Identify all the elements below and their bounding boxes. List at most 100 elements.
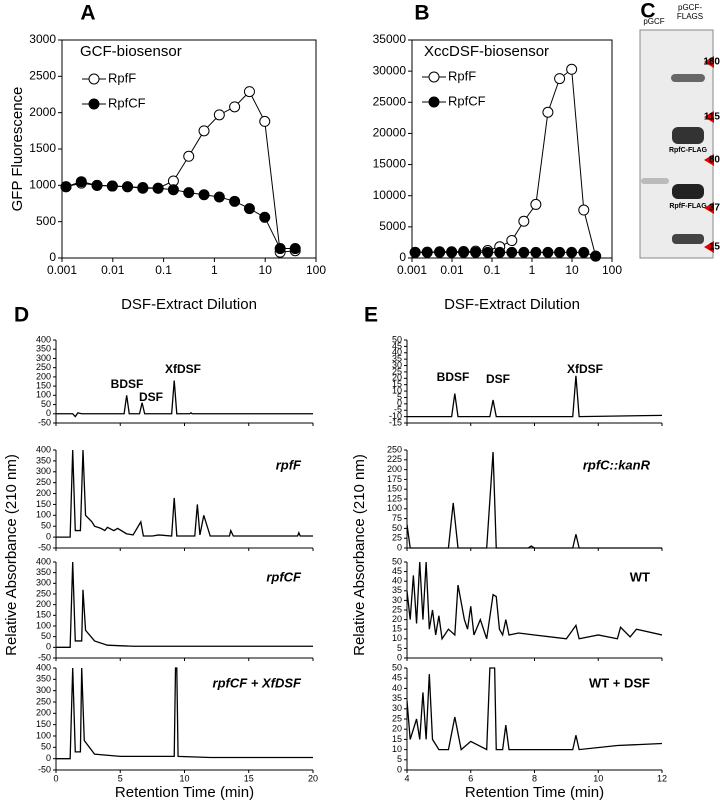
x-axis-label: Retention Time (min) xyxy=(465,784,604,801)
data-point xyxy=(213,191,225,203)
x-tick-label: 15 xyxy=(244,773,254,783)
peak-label: XfDSF xyxy=(165,362,201,376)
y-tick-label: 10 xyxy=(392,633,402,643)
y-tick-label: 20 xyxy=(392,724,402,734)
y-tick-label: 2500 xyxy=(29,69,56,83)
y-tick-label: 300 xyxy=(36,466,51,476)
y-tick-label: 75 xyxy=(392,513,402,523)
blot-membrane xyxy=(639,29,714,259)
data-point xyxy=(494,246,506,258)
y-tick-label: 10000 xyxy=(373,188,407,202)
y-tick-label: 40 xyxy=(392,683,402,693)
y-tick-label: 15000 xyxy=(373,157,407,171)
series-line xyxy=(415,68,597,257)
data-point xyxy=(578,204,590,216)
y-tick-label: 125 xyxy=(387,493,402,503)
marker-label: 115 xyxy=(704,112,720,123)
peak-label: BDSF xyxy=(111,377,144,391)
y-tick-label: 40 xyxy=(392,347,402,357)
x-axis-label: DSF-Extract Dilution xyxy=(444,296,580,313)
y-tick-label: 0 xyxy=(49,250,56,264)
y-tick-label: 400 xyxy=(36,662,51,672)
y-tick-label: 45 xyxy=(392,673,402,683)
y-tick-label: 250 xyxy=(36,362,51,372)
x-tick-label: 5 xyxy=(118,773,123,783)
peak-label: DSF xyxy=(486,372,510,386)
y-tick-label: 50 xyxy=(392,556,402,566)
y-tick-label: -15 xyxy=(389,417,402,427)
y-tick-label: 0 xyxy=(46,408,51,418)
y-tick-label: 100 xyxy=(36,730,51,740)
y-tick-label: 0 xyxy=(46,753,51,763)
data-point xyxy=(183,150,195,162)
blot-band xyxy=(672,184,704,199)
chromatogram-trace xyxy=(407,451,662,549)
y-tick-label: 350 xyxy=(36,455,51,465)
blot-band xyxy=(671,74,705,82)
chromatogram-trace xyxy=(407,375,662,418)
y-axis-label: GFP Fluorescence xyxy=(9,87,26,212)
y-tick-label: 100 xyxy=(387,503,402,513)
y-tick-label: 15 xyxy=(392,624,402,634)
y-tick-label: 350 xyxy=(36,344,51,354)
trace-label: rpfCF xyxy=(266,569,302,584)
y-tick-label: 200 xyxy=(36,708,51,718)
y-tick-label: 25000 xyxy=(373,94,407,108)
trace-label: rpfF xyxy=(276,457,302,472)
data-point xyxy=(482,246,494,258)
y-tick-label: 0 xyxy=(397,398,402,408)
y-tick-label: 100 xyxy=(36,390,51,400)
y-tick-label: 0 xyxy=(399,250,406,264)
data-point xyxy=(229,195,241,207)
marker-label: 15 xyxy=(709,242,720,253)
data-point xyxy=(198,189,210,201)
data-point xyxy=(506,246,518,258)
chromatogram-trace xyxy=(56,667,313,760)
data-point xyxy=(578,246,590,258)
data-point xyxy=(213,109,225,121)
y-tick-label: 0 xyxy=(397,764,402,774)
x-tick-label: 8 xyxy=(532,773,537,783)
data-point xyxy=(243,203,255,215)
data-point xyxy=(506,235,518,247)
y-tick-label: 250 xyxy=(36,696,51,706)
marker-label: 180 xyxy=(703,57,720,68)
y-tick-label: 15 xyxy=(392,379,402,389)
y-tick-label: 150 xyxy=(36,499,51,509)
x-tick-label: 1 xyxy=(529,263,536,277)
y-tick-label: 35000 xyxy=(373,32,407,46)
y-tick-label: -50 xyxy=(38,764,51,774)
y-tick-label: 2000 xyxy=(29,105,56,119)
y-tick-label: 30 xyxy=(392,703,402,713)
marker-label: 80 xyxy=(709,155,720,166)
y-tick-label: -50 xyxy=(38,417,51,427)
data-point xyxy=(91,179,103,191)
y-tick-label: 50 xyxy=(392,523,402,533)
y-tick-label: 15 xyxy=(392,734,402,744)
y-tick-label: 50 xyxy=(41,742,51,752)
y-tick-label: 300 xyxy=(36,685,51,695)
y-tick-label: 100 xyxy=(36,510,51,520)
y-tick-label: 50 xyxy=(392,662,402,672)
x-axis-label: Retention Time (min) xyxy=(115,784,254,801)
legend-label: RpfCF xyxy=(108,95,146,110)
x-tick-label: 100 xyxy=(306,263,326,277)
y-tick-label: 200 xyxy=(387,464,402,474)
y-tick-label: 0 xyxy=(46,531,51,541)
peak-label: BDSF xyxy=(437,370,470,384)
lane-label: pGCF-FLAGS xyxy=(676,3,704,21)
y-tick-label: 25 xyxy=(392,604,402,614)
x-tick-label: 0.01 xyxy=(101,263,125,277)
y-tick-label: 10 xyxy=(392,744,402,754)
data-point xyxy=(434,246,446,258)
data-point xyxy=(542,106,554,118)
y-axis-label: Relative Absorbance (210 nm) xyxy=(3,454,20,656)
y-tick-label: 200 xyxy=(36,488,51,498)
marker-arrow xyxy=(704,241,714,253)
x-tick-label: 6 xyxy=(468,773,473,783)
data-point xyxy=(259,211,271,223)
data-point xyxy=(421,246,433,258)
data-point xyxy=(152,182,164,194)
y-tick-label: 100 xyxy=(36,620,51,630)
